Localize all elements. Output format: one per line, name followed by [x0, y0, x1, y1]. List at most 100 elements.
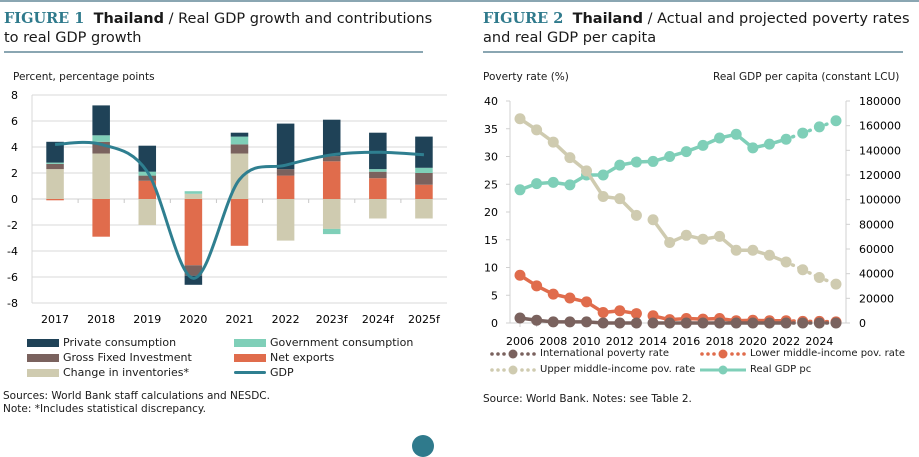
- figure-2-title: FIGURE 2 Thailand / Actual and projected…: [483, 9, 913, 48]
- data-point-umic: [780, 256, 792, 268]
- data-point-gdppc: [680, 146, 692, 158]
- figure-2-chart: 0 5 10 15 20 25 30 35 40 0 20000 40000 60000 80000 100…: [484, 95, 901, 348]
- data-point-lmic: [564, 292, 576, 304]
- x-tick-label: 2024f: [362, 313, 395, 326]
- bar-segment-private: [415, 136, 433, 168]
- x-tick-label: 2023f: [316, 313, 349, 326]
- data-point-intl: [514, 312, 526, 324]
- x-tick-label: 2019: [133, 313, 161, 326]
- data-point-intl: [730, 317, 742, 329]
- legend-label: Change in inventories*: [63, 366, 190, 379]
- data-point-lmic: [614, 305, 626, 317]
- data-point-gdppc: [664, 151, 676, 162]
- data-point-intl: [547, 316, 559, 328]
- x-tick-label: 2016: [672, 335, 700, 348]
- bar-segment-gov: [369, 169, 387, 172]
- legend-label: International poverty rate: [540, 348, 669, 359]
- y-left-tick-label: 35: [484, 123, 498, 136]
- bar-segment-gfi: [415, 173, 433, 185]
- y-tick-label: 0: [11, 193, 18, 206]
- data-point-intl: [697, 317, 709, 329]
- bar-segment-private: [184, 275, 203, 285]
- data-point-umic: [664, 237, 676, 249]
- data-point-umic: [797, 264, 809, 276]
- data-point-umic: [763, 249, 775, 261]
- x-tick-label: 2021: [226, 313, 254, 326]
- data-point-umic: [747, 244, 759, 256]
- x-tick-label: 2010: [573, 335, 601, 348]
- figure-2-y-right-title: Real GDP per capita (constant LCU): [713, 71, 900, 83]
- data-point-umic: [597, 190, 609, 202]
- y-tick-label: 4: [11, 141, 18, 154]
- data-point-gdppc: [514, 184, 526, 196]
- bar-segment-gov: [92, 135, 110, 142]
- data-point-umic: [647, 214, 659, 226]
- data-point-gdppc: [830, 115, 842, 127]
- legend-swatch: [234, 353, 266, 362]
- data-point-umic: [830, 278, 842, 290]
- y-tick-label: -8: [7, 297, 18, 310]
- y-right-tick-label: 100000: [859, 194, 901, 207]
- data-point-intl: [647, 317, 659, 329]
- legend-item-umic: Upper middle-income pov. rate: [490, 364, 695, 375]
- x-tick-label: 2022: [772, 335, 800, 348]
- bar-segment-gfi: [322, 156, 341, 162]
- top-divider: [0, 0, 919, 2]
- figure-2-title-text: / Actual and projected poverty rates and…: [483, 11, 910, 46]
- data-point-gdppc: [763, 138, 775, 150]
- figure-2-label: FIGURE 2: [483, 10, 564, 27]
- legend-label: Gross Fixed Investment: [63, 351, 192, 364]
- data-point-intl: [780, 317, 792, 329]
- legend-item-gdp: GDP: [234, 366, 294, 379]
- data-point-intl: [763, 317, 775, 329]
- y-right-tick-label: 180000: [859, 95, 901, 108]
- x-tick-label: 2008: [539, 335, 567, 348]
- legend-swatch: [234, 338, 266, 347]
- legend-marker: [490, 349, 536, 358]
- data-point-intl: [614, 317, 626, 329]
- legend-label: GDP: [270, 366, 294, 379]
- x-tick-label: 2024: [805, 335, 833, 348]
- figure-2-country: Thailand: [572, 11, 644, 27]
- data-point-intl: [813, 317, 825, 329]
- data-point-intl: [747, 317, 759, 329]
- bar-segment-netex: [276, 175, 295, 199]
- data-point-umic: [531, 124, 543, 136]
- x-tick-label: 2014: [639, 335, 667, 348]
- y-left-tick-label: 20: [484, 206, 498, 219]
- data-point-umic: [730, 244, 742, 256]
- data-point-gdppc: [780, 133, 792, 145]
- bar-segment-gfi: [46, 163, 64, 170]
- bar-segment-gfi: [92, 141, 110, 154]
- bar-segment-gov: [415, 167, 433, 173]
- bar-segment-private: [230, 132, 249, 137]
- data-point-lmic: [514, 269, 526, 281]
- legend-item-gdppc: Real GDP pc: [700, 364, 811, 375]
- legend-item-netex: Net exports: [234, 351, 334, 364]
- data-point-umic: [564, 152, 576, 164]
- data-point-gdppc: [531, 178, 543, 190]
- y-left-tick-label: 5: [491, 289, 498, 302]
- data-point-umic: [680, 229, 692, 241]
- data-point-intl: [531, 314, 543, 326]
- data-point-gdppc: [547, 176, 559, 188]
- figure-1-legend: Private consumption Government consumptio…: [27, 336, 447, 386]
- y-left-tick-label: 0: [491, 317, 498, 330]
- figure-1-sources: Sources: World Bank staff calculations a…: [3, 390, 270, 402]
- data-point-umic: [614, 193, 626, 205]
- x-tick-label: 2025f: [408, 313, 441, 326]
- data-point-gdppc: [714, 132, 726, 144]
- legend-item-inv: Change in inventories*: [27, 366, 189, 379]
- bar-segment-netex: [46, 199, 64, 201]
- data-point-lmic: [630, 308, 642, 320]
- legend-item-intl: International poverty rate: [490, 348, 669, 359]
- bar-segment-gfi: [276, 169, 295, 176]
- bar-segment-gov: [230, 136, 249, 145]
- figure-1-title: FIGURE 1 Thailand / Real GDP growth and …: [4, 9, 434, 48]
- data-point-gdppc: [630, 156, 642, 168]
- y-right-tick-label: 60000: [859, 243, 894, 256]
- data-point-intl: [797, 317, 809, 329]
- data-point-lmic: [547, 288, 559, 300]
- figure-1-chart: 8 6 4 2 0 -2 -4 -6 -8 2017 2018 2019 2020 2021 2022 202…: [7, 89, 447, 326]
- data-point-umic: [714, 230, 726, 242]
